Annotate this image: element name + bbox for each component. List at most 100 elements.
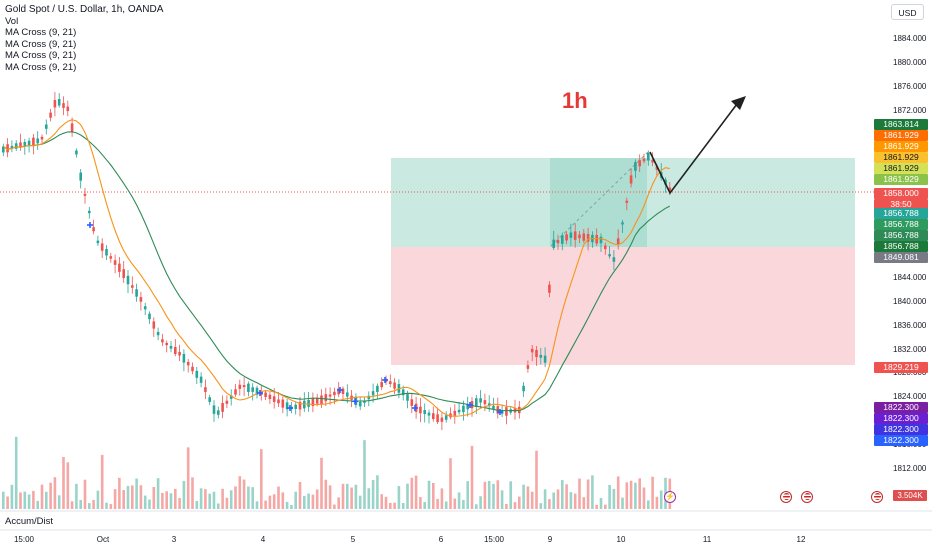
volume-bar [96,490,100,509]
forecast-path-arrow[interactable] [649,99,741,195]
volume-bars [2,436,672,509]
candle-body [406,394,409,401]
volume-bar [453,498,457,509]
volume-bar [281,492,285,509]
price-label: 1822.300 [874,435,928,446]
candle-body [75,150,78,155]
candle-body [423,410,426,415]
price-tick: 1824.000 [893,392,927,401]
currency-button[interactable]: USD [891,4,924,20]
volume-bar [238,476,242,509]
candle-body [45,124,48,129]
price-tick: 1812.000 [893,464,927,473]
ma-cross-label[interactable]: MA Cross (9, 21) [5,61,77,73]
candle-body [655,166,659,170]
candle-body [264,392,267,397]
volume-bar [247,486,250,509]
ma-cross-label[interactable]: MA Cross (9, 21) [5,50,77,61]
volume-bar [341,483,345,509]
candle-body [62,103,65,108]
us-flag-icon[interactable] [801,491,813,503]
us-flag-icon[interactable] [871,491,883,503]
volume-bar [358,495,362,509]
candle-body [556,240,560,244]
candle-body [393,382,396,389]
volume-bar [376,475,379,509]
candle-body [14,143,18,149]
candle-body [208,397,211,402]
candle-body [174,346,177,355]
lightning-icon[interactable]: ⚡ [664,491,676,503]
volume-bar [634,482,637,509]
volume-bar [174,488,177,509]
candle-body [165,342,168,346]
candle-body [440,417,444,422]
volume-bar [389,502,392,509]
price-label: 1856.788 [874,241,928,252]
time-tick: Oct [96,535,110,544]
candle-body [380,382,383,388]
volume-bar [505,503,508,509]
ma-cross-label[interactable]: MA Cross (9, 21) [5,27,77,38]
accum-dist-label[interactable]: Accum/Dist [5,516,54,527]
price-label: 1858.000 [874,188,928,199]
volume-bar [599,497,603,509]
volume-bar [573,493,577,509]
filled-target-zone [550,158,647,247]
volume-bar [255,501,259,509]
candle-body [199,376,203,383]
stop-zone[interactable] [391,247,855,365]
chart-legend: Gold Spot / U.S. Dollar, 1h, OANDA Vol M… [5,4,163,73]
volume-bar [105,502,108,509]
candle-body [100,243,104,251]
volume-bar [169,493,173,509]
volume-bar [221,488,224,509]
volume-bar [406,483,409,509]
candle-body [88,210,91,214]
candle-body [466,404,469,410]
candle-body [647,152,650,161]
volume-bar [32,490,35,509]
candle-body [298,401,302,410]
candle-body [616,238,620,245]
candle-body [57,98,61,106]
candle-body [376,385,379,392]
volume-bar [548,499,551,509]
volume-bar [604,504,607,509]
volume-bar [294,491,297,509]
volume-indicator-label[interactable]: Vol [5,15,19,27]
symbol-title[interactable]: Gold Spot / U.S. Dollar, 1h, OANDA [5,4,164,15]
volume-bar [462,499,465,509]
volume-bar [229,490,233,509]
candle-body [595,234,598,244]
volume-bar [475,504,478,509]
volume-bar [500,490,504,509]
volume-bar [264,500,267,509]
volume-bar [298,482,302,509]
volume-bar [251,487,254,509]
candle-body [522,385,525,392]
price-label: 1861.929 [874,152,928,163]
volume-bar [79,499,82,509]
candle-body [204,387,207,392]
ma-cross-label[interactable]: MA Cross (9, 21) [5,38,77,50]
volume-bar [470,445,474,509]
candle-body [573,231,577,240]
candle-body [2,146,5,153]
us-flag-icon[interactable] [780,491,792,503]
volume-bar [518,496,521,509]
candle-body [539,354,543,358]
volume-bar [483,481,487,509]
candle-body [182,353,186,363]
volume-bar [92,500,95,509]
entry-to-target-line [550,151,649,247]
target-zone[interactable] [391,158,855,247]
ma-cross-markers [87,222,503,415]
volume-bar [45,491,48,509]
candle-body [427,412,431,416]
volume-bar [367,488,371,509]
candle-body [599,236,603,244]
candle-body [492,405,495,409]
volume-bar [509,481,512,509]
